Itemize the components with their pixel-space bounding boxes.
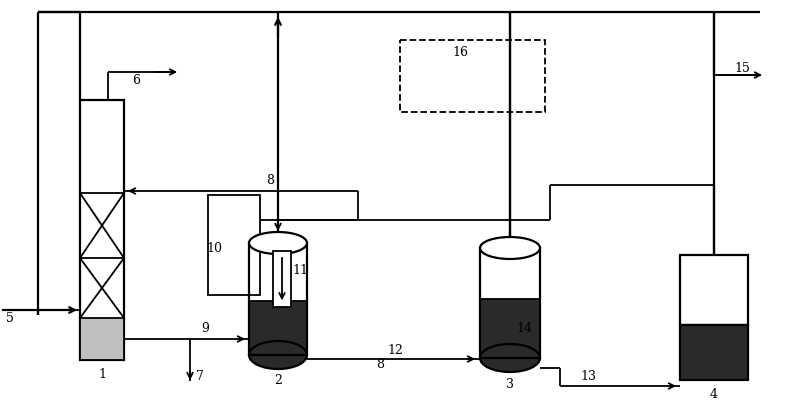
Bar (680, 255, 748, 325)
Text: 8: 8 (376, 358, 384, 372)
Text: 10: 10 (206, 242, 222, 255)
Ellipse shape (249, 341, 307, 369)
Text: 11: 11 (292, 265, 308, 278)
Bar (208, 195, 260, 295)
Bar (400, 40, 545, 112)
Bar (80, 100, 124, 360)
Text: 16: 16 (452, 46, 468, 59)
Bar (249, 301, 307, 355)
Text: 1: 1 (98, 368, 106, 381)
Bar (480, 299, 540, 358)
Text: 6: 6 (132, 74, 140, 86)
Ellipse shape (480, 237, 540, 259)
Text: 14: 14 (516, 322, 532, 335)
Text: 3: 3 (506, 377, 514, 391)
Bar (273, 251, 291, 307)
Text: 5: 5 (6, 311, 14, 324)
Bar (80, 318, 124, 360)
Text: 4: 4 (710, 387, 718, 400)
Ellipse shape (249, 232, 307, 254)
Text: 8: 8 (266, 175, 274, 187)
Text: 9: 9 (201, 322, 209, 335)
Text: 15: 15 (734, 61, 750, 74)
Text: 13: 13 (580, 370, 596, 383)
Bar (480, 248, 540, 358)
Text: 7: 7 (196, 370, 204, 383)
Text: 2: 2 (274, 375, 282, 387)
Text: 12: 12 (387, 343, 403, 356)
Bar (680, 325, 748, 380)
Ellipse shape (480, 344, 540, 372)
Bar (249, 243, 307, 355)
